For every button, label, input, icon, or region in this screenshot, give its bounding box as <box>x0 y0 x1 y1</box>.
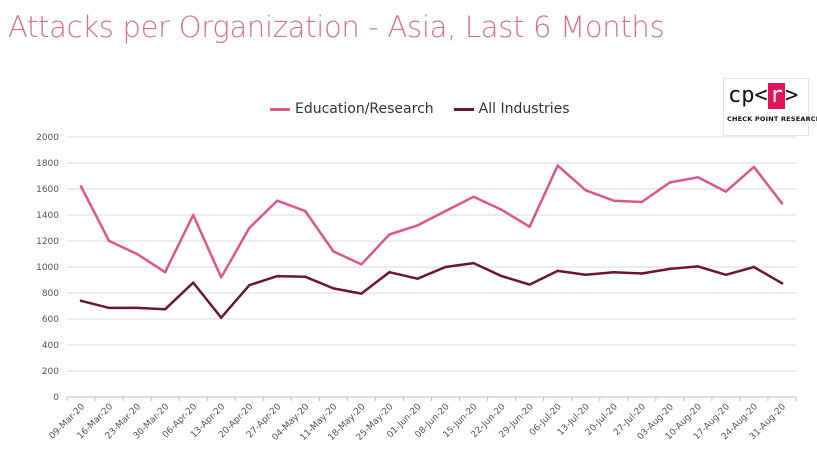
data-point-all-industries <box>79 299 83 302</box>
data-point-education-research <box>332 250 335 253</box>
data-point-education-research <box>360 263 363 266</box>
data-point-all-industries <box>612 271 615 274</box>
logo-mark: cp<r> <box>728 82 798 110</box>
logo-mark-r: r <box>767 83 785 109</box>
data-point-all-industries <box>163 308 167 311</box>
legend-item-education: Education/Research <box>270 101 434 117</box>
y-tick-label: 600 <box>42 315 59 325</box>
data-point-all-industries <box>444 265 447 269</box>
legend-item-all-industries: All Industries <box>453 101 570 117</box>
series-line-education-research <box>79 164 784 279</box>
data-point-all-industries <box>416 277 419 280</box>
logo-mark-right: > <box>785 83 799 108</box>
data-point-education-research <box>388 233 391 236</box>
data-point-all-industries <box>276 274 279 278</box>
legend-swatch-education <box>270 107 290 111</box>
legend-label-all-industries: All Industries <box>478 101 570 117</box>
y-tick-label: 2000 <box>36 133 59 143</box>
logo-mark-left: cp< <box>728 83 768 108</box>
chart-legend: Education/Research All Industries <box>270 101 590 117</box>
data-point-education-research <box>528 225 531 228</box>
data-point-education-research <box>556 164 559 167</box>
y-tick-label: 400 <box>42 341 59 351</box>
legend-label-education: Education/Research <box>295 101 434 117</box>
data-point-education-research <box>79 185 83 188</box>
check-point-research-logo: cp<r> CHECK POINT RESEARCH <box>723 78 817 136</box>
data-point-education-research <box>612 199 615 202</box>
data-point-education-research <box>444 209 447 213</box>
data-point-all-industries <box>500 274 503 278</box>
data-point-education-research <box>135 252 139 256</box>
data-point-education-research <box>191 213 195 217</box>
data-point-education-research <box>752 165 756 169</box>
data-point-education-research <box>696 176 700 179</box>
data-point-education-research <box>416 224 419 227</box>
data-point-education-research <box>248 226 251 230</box>
y-tick-label: 800 <box>42 289 59 299</box>
data-point-all-industries <box>724 273 728 276</box>
data-point-all-industries <box>780 282 784 285</box>
data-point-all-industries <box>332 287 335 290</box>
data-point-all-industries <box>360 292 363 295</box>
data-point-all-industries <box>556 269 559 273</box>
data-point-education-research <box>500 208 503 211</box>
data-point-education-research <box>584 189 587 192</box>
data-point-all-industries <box>388 271 391 274</box>
data-point-all-industries <box>528 283 531 286</box>
data-point-all-industries <box>220 316 223 319</box>
data-point-education-research <box>163 271 167 274</box>
y-tick-label: 1400 <box>36 211 59 221</box>
data-point-all-industries <box>191 281 195 284</box>
data-point-education-research <box>640 200 643 204</box>
data-point-education-research <box>472 195 475 198</box>
legend-swatch-all-industries <box>453 107 474 111</box>
page-title: Attacks per Organization - Asia, Last 6 … <box>8 10 665 44</box>
data-point-education-research <box>780 202 784 205</box>
data-point-all-industries <box>752 265 756 269</box>
data-point-all-industries <box>472 261 475 265</box>
data-point-all-industries <box>696 265 700 268</box>
logo-subtitle: CHECK POINT RESEARCH <box>727 115 817 123</box>
data-point-all-industries <box>135 306 139 310</box>
data-point-education-research <box>668 181 672 184</box>
y-tick-label: 1600 <box>36 185 59 195</box>
data-point-all-industries <box>640 272 643 275</box>
y-tick-label: 1000 <box>36 263 59 273</box>
y-tick-label: 0 <box>53 393 59 403</box>
data-point-all-industries <box>107 306 111 310</box>
data-point-education-research <box>724 190 728 193</box>
y-tick-label: 200 <box>42 367 59 377</box>
data-point-all-industries <box>248 284 251 287</box>
y-tick-label: 1800 <box>36 159 59 169</box>
data-point-education-research <box>304 209 307 213</box>
data-point-education-research <box>107 239 111 243</box>
data-point-all-industries <box>584 273 587 276</box>
data-point-education-research <box>220 276 223 279</box>
series-line-all-industries <box>79 261 784 319</box>
data-point-all-industries <box>668 267 672 271</box>
data-point-all-industries <box>304 275 307 278</box>
data-point-education-research <box>276 199 279 202</box>
y-tick-label: 1200 <box>36 237 59 247</box>
